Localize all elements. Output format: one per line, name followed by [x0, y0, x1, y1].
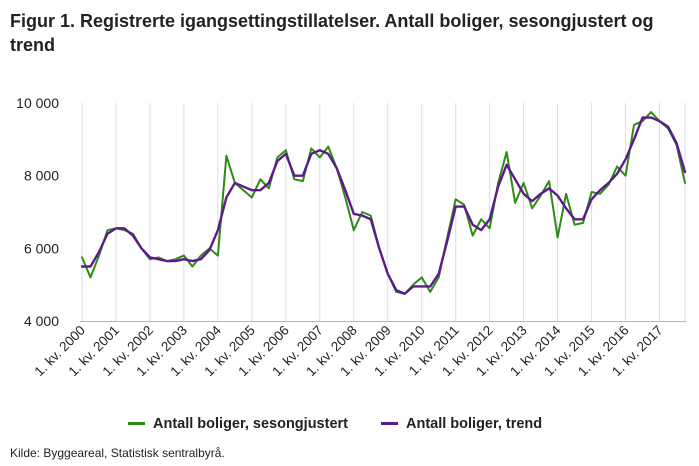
legend-swatch-trend — [381, 421, 398, 425]
y-tick-labels: 4 000 6 000 8 000 10 000 — [16, 95, 59, 329]
legend-label-trend: Antall boliger, trend — [406, 416, 543, 432]
legend: Antall boliger, sesongjustert Antall bol… — [0, 412, 699, 436]
y-tick-label: 8 000 — [24, 168, 59, 184]
y-tick-label: 6 000 — [24, 240, 59, 256]
legend-item-seasonal: Antall boliger, sesongjustert — [128, 412, 348, 436]
source-note: Kilde: Byggeareal, Statistisk sentralbyr… — [10, 446, 225, 460]
legend-swatch-seasonal — [128, 421, 145, 425]
y-tick-label: 4 000 — [24, 313, 59, 329]
legend-item-trend: Antall boliger, trend — [381, 412, 542, 436]
series-line-seasonal — [81, 111, 686, 295]
y-tick-label: 10 000 — [16, 95, 59, 111]
chart-title: Figur 1. Registrerte igangsettingstillat… — [10, 11, 654, 55]
legend-label-seasonal: Antall boliger, sesongjustert — [153, 416, 348, 432]
series-line-trend — [80, 116, 687, 295]
series-lines — [80, 111, 687, 295]
vertical-gridlines — [81, 103, 686, 321]
